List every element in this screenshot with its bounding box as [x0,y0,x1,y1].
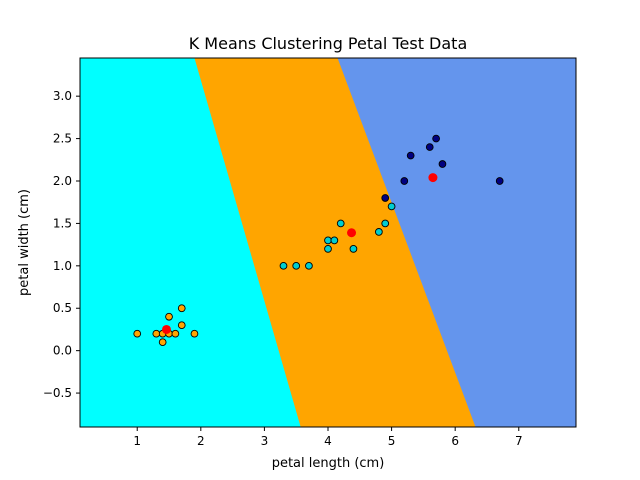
data-point-cluster-2 [375,228,383,236]
data-point-cluster-2 [279,261,288,270]
data-point-cluster-3 [400,177,409,185]
data-point-cluster-2 [292,261,301,270]
data-point-cluster-1 [190,329,199,338]
x-tick-label: 3 [261,434,269,448]
data-point-cluster-2 [324,236,332,245]
data-point-cluster-2 [330,236,339,245]
centroid-marker [428,173,438,183]
data-point-cluster-1 [158,338,167,347]
x-axis-ticks: 1 2 3 4 5 6 7 [133,427,523,448]
data-point-cluster-1 [177,321,186,330]
x-tick-label: 4 [324,434,332,448]
x-tick-label: 5 [388,434,396,448]
y-tick-label: 2.0 [53,174,72,188]
data-point-cluster-1 [152,329,161,338]
y-axis-ticks: −0.5 0.0 0.5 1.0 1.5 2.0 2.5 3.0 [43,89,80,400]
y-tick-label: 2.5 [53,132,72,146]
data-point-cluster-3 [432,134,440,143]
data-point-cluster-2 [381,219,390,228]
centroid-marker [347,228,357,238]
data-point-cluster-2 [336,219,345,228]
centroid-points [161,173,438,334]
y-tick-label: 0.5 [53,301,72,315]
data-point-cluster-2 [349,245,358,253]
data-point-cluster-2 [387,202,396,211]
y-tick-label: 3.0 [53,89,72,103]
data-point-cluster-1 [177,304,186,313]
x-tick-label: 2 [197,434,205,448]
y-tick-label: 1.0 [53,259,72,273]
y-axis-label: petal width (cm) [17,189,32,296]
data-point-cluster-1 [171,329,180,338]
x-axis-label: petal length (cm) [272,456,385,471]
data-point-cluster-3 [438,160,447,168]
data-point-cluster-1 [133,329,142,338]
data-point-cluster-1 [165,312,173,321]
x-tick-label: 7 [515,434,523,448]
data-point-cluster-3 [381,194,390,202]
data-point-cluster-3 [425,143,434,151]
data-point-cluster-3 [406,151,415,160]
y-tick-label: −0.5 [43,386,72,400]
y-tick-label: 0.0 [53,344,72,358]
chart-title: K Means Clustering Petal Test Data [189,34,468,53]
data-point-cluster-2 [324,245,332,253]
centroid-marker [161,324,171,334]
x-tick-label: 6 [451,434,459,448]
y-tick-label: 1.5 [53,216,72,230]
data-point-cluster-3 [495,177,504,185]
data-point-cluster-2 [305,261,313,270]
x-tick-label: 1 [133,434,141,448]
